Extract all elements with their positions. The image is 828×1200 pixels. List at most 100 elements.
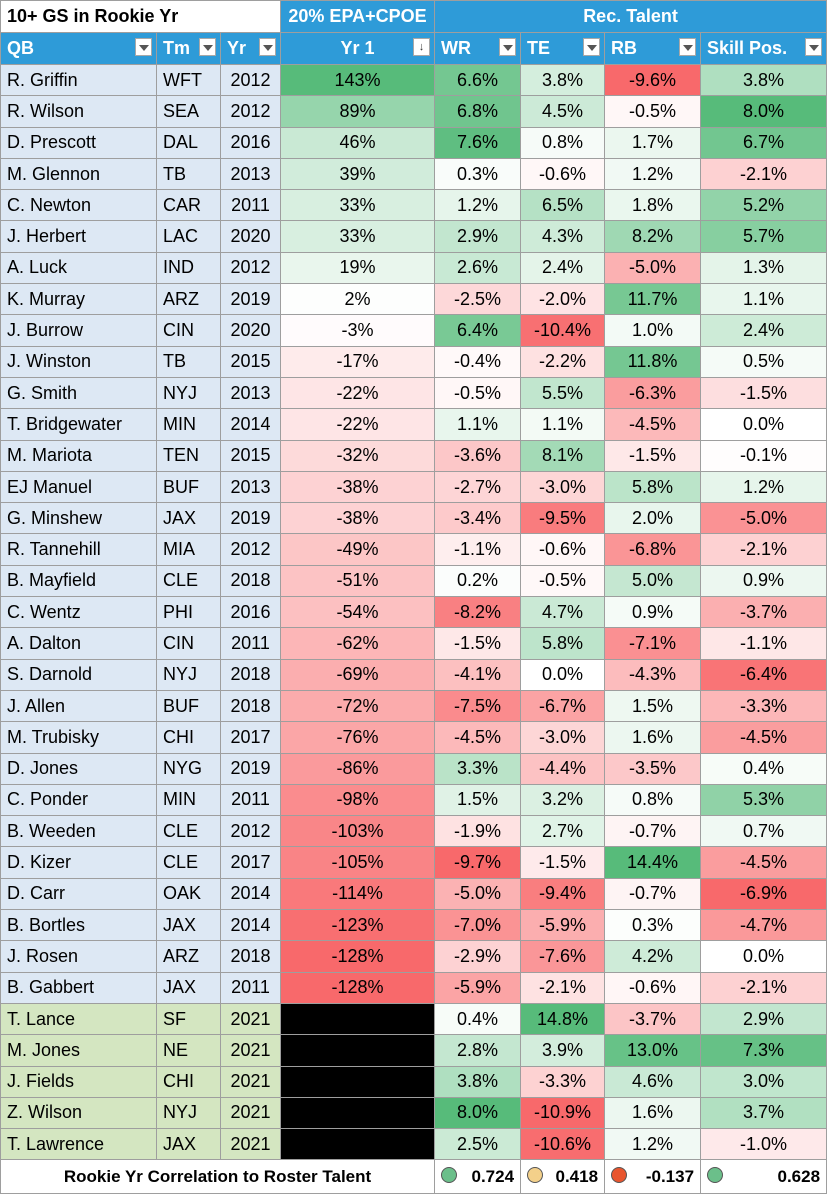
year-cell[interactable]: 2019: [219, 502, 282, 535]
team-cell[interactable]: JAX: [156, 971, 221, 1004]
team-cell[interactable]: NYJ: [156, 376, 221, 410]
rb-cell[interactable]: 1.6%: [604, 721, 702, 754]
qb-name-cell[interactable]: C. Wentz: [0, 596, 157, 629]
qb-name-cell[interactable]: M. Glennon: [0, 157, 157, 191]
wr-cell[interactable]: 0.2%: [434, 564, 522, 598]
qb-name-cell[interactable]: T. Bridgewater: [0, 408, 157, 441]
te-cell[interactable]: 1.1%: [520, 408, 606, 441]
team-cell[interactable]: MIN: [156, 783, 221, 817]
yr1-epa-cell[interactable]: -49%: [280, 533, 436, 566]
wr-cell[interactable]: -7.5%: [434, 689, 522, 723]
skill-cell[interactable]: 3.0%: [700, 1065, 828, 1098]
te-cell[interactable]: -9.4%: [520, 877, 606, 911]
filter-dropdown-icon[interactable]: [805, 38, 823, 56]
wr-cell[interactable]: 0.4%: [434, 1002, 522, 1036]
yr1-epa-cell[interactable]: -98%: [280, 783, 436, 817]
te-cell[interactable]: 0.8%: [520, 126, 606, 159]
qb-name-cell[interactable]: M. Trubisky: [0, 721, 157, 754]
team-cell[interactable]: MIA: [156, 533, 221, 566]
team-cell[interactable]: NYJ: [156, 658, 221, 691]
team-cell[interactable]: TB: [156, 345, 221, 378]
team-cell[interactable]: CLE: [156, 564, 221, 598]
wr-cell[interactable]: 1.5%: [434, 783, 522, 817]
yr1-blank-cell[interactable]: [280, 1002, 436, 1036]
year-cell[interactable]: 2020: [219, 220, 282, 253]
header-te[interactable]: TE: [520, 32, 606, 65]
rb-cell[interactable]: -6.8%: [604, 533, 702, 566]
wr-cell[interactable]: -2.9%: [434, 940, 522, 973]
team-cell[interactable]: CLE: [156, 815, 221, 848]
yr1-epa-cell[interactable]: 33%: [280, 189, 436, 222]
yr1-epa-cell[interactable]: -17%: [280, 345, 436, 378]
skill-cell[interactable]: 1.1%: [700, 283, 828, 316]
yr1-epa-cell[interactable]: 19%: [280, 251, 436, 285]
te-cell[interactable]: -9.5%: [520, 502, 606, 535]
te-cell[interactable]: -0.6%: [520, 533, 606, 566]
yr1-epa-cell[interactable]: -128%: [280, 971, 436, 1004]
skill-cell[interactable]: -2.1%: [700, 971, 828, 1004]
te-cell[interactable]: 0.0%: [520, 658, 606, 691]
filter-dropdown-icon[interactable]: [259, 38, 277, 56]
wr-cell[interactable]: 6.6%: [434, 63, 522, 97]
year-cell[interactable]: 2011: [219, 189, 282, 222]
year-cell[interactable]: 2018: [219, 940, 282, 973]
te-cell[interactable]: -1.5%: [520, 846, 606, 879]
yr1-blank-cell[interactable]: [280, 1065, 436, 1098]
rb-cell[interactable]: 1.5%: [604, 689, 702, 723]
wr-cell[interactable]: 2.6%: [434, 251, 522, 285]
yr1-epa-cell[interactable]: -128%: [280, 940, 436, 973]
year-cell[interactable]: 2012: [219, 815, 282, 848]
team-cell[interactable]: WFT: [156, 63, 221, 97]
year-cell[interactable]: 2021: [219, 1096, 282, 1130]
skill-cell[interactable]: 5.2%: [700, 189, 828, 222]
yr1-epa-cell[interactable]: -114%: [280, 877, 436, 911]
qb-name-cell[interactable]: B. Gabbert: [0, 971, 157, 1004]
team-cell[interactable]: IND: [156, 251, 221, 285]
year-cell[interactable]: 2021: [219, 1002, 282, 1036]
wr-cell[interactable]: -3.4%: [434, 502, 522, 535]
team-cell[interactable]: BUF: [156, 470, 221, 504]
rb-cell[interactable]: 11.7%: [604, 283, 702, 316]
wr-cell[interactable]: -2.5%: [434, 283, 522, 316]
yr1-epa-cell[interactable]: -22%: [280, 376, 436, 410]
rb-cell[interactable]: 1.8%: [604, 189, 702, 222]
rb-cell[interactable]: 1.0%: [604, 314, 702, 347]
skill-cell[interactable]: -6.9%: [700, 877, 828, 911]
header-qb[interactable]: QB: [0, 32, 157, 65]
te-cell[interactable]: -10.4%: [520, 314, 606, 347]
team-cell[interactable]: TEN: [156, 439, 221, 472]
qb-name-cell[interactable]: B. Weeden: [0, 815, 157, 848]
te-cell[interactable]: 2.4%: [520, 251, 606, 285]
yr1-epa-cell[interactable]: -76%: [280, 721, 436, 754]
te-cell[interactable]: 3.8%: [520, 63, 606, 97]
skill-cell[interactable]: -1.1%: [700, 627, 828, 660]
qb-name-cell[interactable]: J. Rosen: [0, 940, 157, 973]
rb-cell[interactable]: 4.6%: [604, 1065, 702, 1098]
team-cell[interactable]: MIN: [156, 408, 221, 441]
year-cell[interactable]: 2014: [219, 909, 282, 942]
wr-cell[interactable]: 1.2%: [434, 189, 522, 222]
qb-name-cell[interactable]: T. Lance: [0, 1002, 157, 1036]
rb-cell[interactable]: 1.7%: [604, 126, 702, 159]
year-cell[interactable]: 2021: [219, 1128, 282, 1161]
rb-cell[interactable]: -0.5%: [604, 95, 702, 128]
team-cell[interactable]: SF: [156, 1002, 221, 1036]
yr1-epa-cell[interactable]: -3%: [280, 314, 436, 347]
skill-cell[interactable]: 1.2%: [700, 470, 828, 504]
te-cell[interactable]: -3.3%: [520, 1065, 606, 1098]
qb-name-cell[interactable]: J. Allen: [0, 689, 157, 723]
team-cell[interactable]: ARZ: [156, 283, 221, 316]
yr1-epa-cell[interactable]: -62%: [280, 627, 436, 660]
team-cell[interactable]: ARZ: [156, 940, 221, 973]
wr-cell[interactable]: -1.1%: [434, 533, 522, 566]
skill-cell[interactable]: -0.1%: [700, 439, 828, 472]
year-cell[interactable]: 2018: [219, 658, 282, 691]
skill-cell[interactable]: 2.4%: [700, 314, 828, 347]
header-yr[interactable]: Yr: [219, 32, 282, 65]
yr1-epa-cell[interactable]: -38%: [280, 470, 436, 504]
year-cell[interactable]: 2012: [219, 63, 282, 97]
rb-cell[interactable]: 4.2%: [604, 940, 702, 973]
rb-cell[interactable]: -0.7%: [604, 815, 702, 848]
wr-cell[interactable]: 0.3%: [434, 157, 522, 191]
qb-name-cell[interactable]: S. Darnold: [0, 658, 157, 691]
